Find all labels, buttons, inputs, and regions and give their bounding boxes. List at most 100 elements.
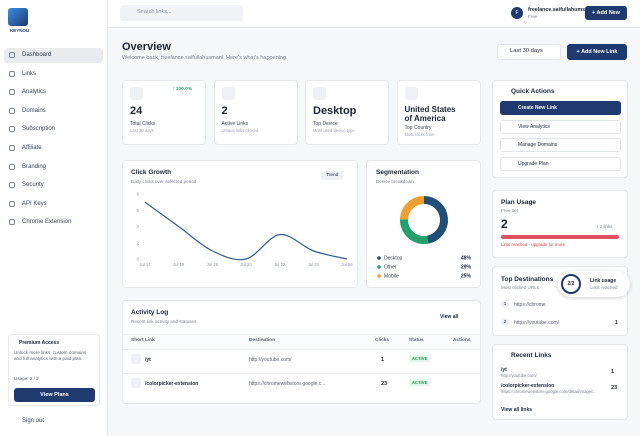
action-button[interactable] xyxy=(500,101,621,115)
donut-chart: Desktop 48% Other 29% Mobile 25% xyxy=(377,196,472,280)
usage-ring: 2/2 xyxy=(561,274,581,294)
nav-icon xyxy=(9,163,15,170)
column-header: Short Link xyxy=(131,338,155,343)
card-title: Plan Usage xyxy=(501,199,537,206)
card-subtitle: Recent link activity and statuses xyxy=(131,319,197,324)
add-new-button[interactable]: + Add New xyxy=(585,6,627,20)
page-subtitle: Welcome back, freelance.saifullahusmani.… xyxy=(122,55,288,61)
stat-note: Last 30 days xyxy=(130,128,154,133)
stat-change: ↑ 100.0% xyxy=(172,87,193,92)
legend-dot xyxy=(377,256,381,260)
sidebar: KEYNOU Dashboard Links Analytics Domains Sub… xyxy=(0,0,108,436)
donut-segment xyxy=(400,219,429,244)
legend-label: Mobile xyxy=(384,274,399,280)
value-label: 48% xyxy=(461,256,472,262)
card-subtitle: Daily clicks over selected period xyxy=(131,179,197,184)
status: ACTIVE xyxy=(409,379,431,386)
search-placeholder: Search links... xyxy=(137,9,172,15)
nav-icon xyxy=(9,145,15,151)
recent-short: /colorpicker-extension xyxy=(501,383,555,389)
card-title: Recent Links xyxy=(511,352,552,359)
stat-value: United States of America xyxy=(404,105,456,123)
nav-item[interactable]: API Keys xyxy=(22,200,47,207)
action-label: View Analytics xyxy=(518,123,550,130)
legend-dot xyxy=(377,265,381,269)
popup-title: Link usage xyxy=(590,278,617,284)
sign-out[interactable]: Sign out xyxy=(22,418,45,424)
nav-icon xyxy=(9,219,15,226)
url: https://youtube.com/ xyxy=(514,320,560,326)
nav-item[interactable]: Chrome Extension xyxy=(22,219,72,226)
range-text: Last 30 days xyxy=(510,48,543,54)
x-tick-label: Jul 22 xyxy=(274,262,286,267)
range-select[interactable] xyxy=(497,44,561,60)
plan-bar xyxy=(501,235,619,239)
logo-mark xyxy=(8,8,28,26)
nav-item[interactable]: Affiliate xyxy=(22,145,42,151)
x-tick-label: Jul 20 xyxy=(240,262,252,267)
nav-item[interactable]: Links xyxy=(22,70,37,77)
y-tick-label: 6 xyxy=(137,208,140,213)
x-tick-label: Jul 26 xyxy=(341,262,353,267)
nav-item[interactable]: Branding xyxy=(22,163,47,170)
recent-count: 23 xyxy=(611,385,618,391)
status: ACTIVE xyxy=(409,355,431,362)
action-button[interactable] xyxy=(500,156,621,171)
search-box[interactable] xyxy=(120,5,243,21)
nav-item[interactable]: Analytics xyxy=(22,89,47,96)
stat-value: 2 xyxy=(221,105,228,117)
stat-note: Unique links clicked xyxy=(221,128,259,133)
stat-label: Top Device xyxy=(313,121,338,127)
premium-usage: Usage: 2 / 2 xyxy=(14,376,39,381)
nav-item[interactable]: Subscription xyxy=(22,126,56,133)
nav-item[interactable]: Dashboard xyxy=(22,52,52,58)
short-link: /yt xyxy=(145,356,151,363)
nav-item[interactable]: Security xyxy=(22,182,44,189)
quick-actions-card: Quick Actions Create New Link View Analyt… xyxy=(492,80,628,178)
nav-icon xyxy=(9,182,15,189)
action-label: Upgrade Plan xyxy=(518,160,549,167)
user-name: freelance.saifullahums... xyxy=(528,7,590,13)
view-all[interactable]: View all xyxy=(440,314,459,320)
plan-tier: Free tier xyxy=(501,208,519,213)
y-tick-label: 0 xyxy=(137,257,140,262)
destination: https://chromewebstore.google.c... xyxy=(249,380,326,387)
view-all-links[interactable]: View all links xyxy=(501,407,533,413)
y-tick-label: 2 xyxy=(137,240,140,245)
premium-text: Unlock more links, custom domains, and f… xyxy=(14,350,88,361)
row-icon xyxy=(131,354,141,364)
nav-item[interactable]: Domains xyxy=(22,107,46,114)
value-label: 29% xyxy=(461,265,472,271)
column-header: Clicks xyxy=(375,338,390,343)
action-button[interactable] xyxy=(500,119,621,134)
nav-icon xyxy=(9,126,15,133)
plan-card: Plan Usage Free tier 2 / 2 links Limit r… xyxy=(492,190,628,258)
stat-icon xyxy=(313,87,326,100)
clicks: 1 xyxy=(381,356,385,363)
row-icon xyxy=(131,378,141,388)
logo-text: KEYNOU xyxy=(10,28,30,33)
add-link-button[interactable]: + Add New Link xyxy=(567,44,627,60)
nav-icon xyxy=(9,107,15,114)
recent-url: http://youtube.com/ xyxy=(501,373,537,378)
table-header-bg xyxy=(123,334,480,350)
action-button[interactable] xyxy=(500,138,621,152)
view-plans-button[interactable]: View Plans xyxy=(14,388,95,402)
nav-icon xyxy=(9,200,15,207)
activity-card: Activity Log Recent link activity and st… xyxy=(122,300,481,404)
premium-card: Premium Access Unlock more links, custom… xyxy=(8,334,100,406)
column-header: Status xyxy=(409,338,424,343)
url: https://chrome xyxy=(514,302,546,308)
value-label: 25% xyxy=(461,274,472,280)
stat-note: Most clicks from xyxy=(404,132,435,137)
segmentation-card: Segmentation Device breakdown Desktop 48%… xyxy=(366,160,481,288)
nav-icon xyxy=(9,70,15,77)
trend-button[interactable]: Trend xyxy=(321,171,344,180)
stat-value: 24 xyxy=(130,105,143,117)
x-tick-label: Jul 24 xyxy=(308,262,320,267)
card-subtitle: Device breakdown xyxy=(376,179,414,184)
recent-url: https://chromewebstore.google.com/detail… xyxy=(501,389,597,394)
popup-note: Limit reached xyxy=(590,285,618,290)
donut-segment xyxy=(400,196,425,220)
